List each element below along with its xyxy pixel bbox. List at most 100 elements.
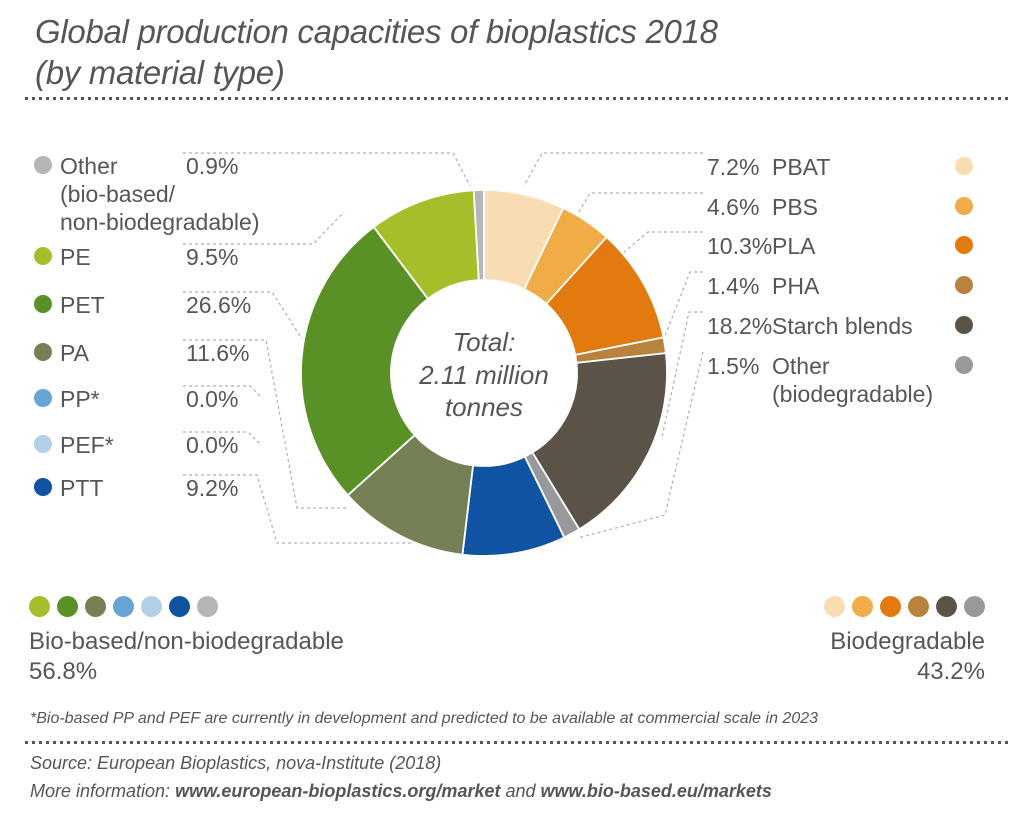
biodegradable-dot (852, 596, 873, 617)
legend-label: PBAT (772, 154, 831, 180)
biobased-dot (169, 596, 190, 617)
legend-value: 10.3% (707, 233, 773, 259)
biodegradable-dot (824, 596, 845, 617)
slice-starch-blends (531, 352, 668, 531)
legend-dot-other (34, 156, 52, 174)
legend-dot-pp (34, 389, 52, 407)
legend-label: PP* (60, 386, 100, 412)
leader-line-2 (183, 291, 303, 340)
legend-sublabel-line: non-biodegradable) (60, 209, 260, 235)
legend-value: 9.5% (186, 244, 239, 270)
legend-item-pp: PP* 0.0% (34, 385, 334, 415)
legend-item-starch-blends: Starch blends 18.2% (707, 312, 1007, 342)
legend-sublabel-line: (bio-based/ (60, 181, 176, 207)
link-european-bioplastics[interactable]: www.european-bioplastics.org/market (175, 781, 501, 801)
link-bio-based[interactable]: www.bio-based.eu/markets (540, 781, 772, 801)
legend-item-other: Other 0.9% (bio-based/non-biodegradable) (34, 152, 334, 235)
page-title-line1: Global production capacities of bioplast… (35, 13, 718, 50)
legend-value: 0.9% (186, 153, 239, 179)
legend-label: PLA (772, 233, 816, 259)
legend-dot-ptt (34, 478, 52, 496)
slice-pet (300, 226, 429, 497)
legend-item-pa: PA 11.6% (34, 339, 334, 369)
total-label-line1: Total: (452, 327, 516, 357)
biobased-dot (197, 596, 218, 617)
legend-item-ptt: PTT 9.2% (34, 474, 334, 504)
legend-value: 1.4% (707, 273, 760, 299)
summary-biodegradable-label: Biodegradable (830, 628, 985, 655)
more-info-line: More information: www.european-bioplasti… (30, 781, 772, 802)
legend-item-pet: PET 26.6% (34, 291, 334, 321)
leader-line-4 (183, 385, 263, 399)
title-divider-dotted (25, 97, 1010, 100)
leader-lines (183, 152, 704, 544)
legend-item-pla: PLA 10.3% (707, 232, 1007, 262)
legend-dot-pbs (955, 197, 973, 215)
legend-dot-pla (955, 236, 973, 254)
page-title: Global production capacities of bioplast… (35, 12, 718, 93)
summary-biobased-value: 56.8% (29, 658, 98, 685)
biodegradable-dot (880, 596, 901, 617)
biobased-dot (85, 596, 106, 617)
legend-label: PE (60, 244, 91, 270)
legend-item-pbat: PBAT 7.2% (707, 153, 1007, 183)
legend-label: PTT (60, 475, 104, 501)
legend-dot-pef (34, 435, 52, 453)
legend-sublabel: (biodegradable) (772, 380, 933, 408)
legend-label: PEF* (60, 432, 114, 458)
summary-biodegradable-dots (824, 596, 985, 617)
legend-value: 4.6% (707, 194, 760, 220)
biobased-dot (141, 596, 162, 617)
summary-biobased: Bio-based/non-biodegradable 56.8% (29, 596, 344, 686)
legend-dot-pbat (955, 157, 973, 175)
leader-line-8 (574, 192, 703, 220)
total-label-line3: tonnes (444, 392, 524, 422)
slice-other-bio-based-non-biodegradable (472, 189, 485, 282)
total-label-line2: 2.11 million (419, 359, 549, 390)
legend-dot-starch-blends (955, 316, 973, 334)
legend-item-other: Other 1.5% (biodegradable) (707, 352, 1007, 407)
biodegradable-dot (908, 596, 929, 617)
center-total-label: Total: 2.11 million tonnes (374, 326, 594, 424)
leader-line-7 (523, 152, 703, 187)
legend-item-pef: PEF* 0.0% (34, 431, 334, 461)
footer-divider-dotted (25, 741, 1010, 744)
legend-dot-pe (34, 247, 52, 265)
legend-dot-pa (34, 343, 52, 361)
summary-biodegradable-value: 43.2% (916, 658, 985, 685)
legend-item-pe: PE 9.5% (34, 243, 334, 273)
legend-label: PET (60, 292, 105, 318)
legend-value: 0.0% (186, 432, 239, 458)
summary-biodegradable: Biodegradable 43.2% (824, 596, 985, 686)
legend-item-pbs: PBS 4.6% (707, 193, 1007, 223)
donut-slices (300, 189, 668, 557)
summary-biobased-label: Bio-based/non-biodegradable (29, 628, 344, 655)
legend-dot-pha (955, 276, 973, 294)
leader-line-6 (183, 474, 414, 544)
legend-label: PA (60, 340, 89, 366)
legend-item-pha: PHA 1.4% (707, 272, 1007, 302)
footnote: *Bio-based PP and PEF are currently in d… (30, 710, 819, 727)
leader-line-0 (183, 152, 471, 187)
biobased-dot (57, 596, 78, 617)
legend-sublabel: (bio-based/non-biodegradable) (60, 180, 260, 236)
legend-label: PHA (772, 273, 820, 299)
leader-line-1 (183, 211, 345, 245)
leader-line-3 (183, 339, 346, 509)
legend-dot-other (955, 356, 973, 374)
legend-value: 1.5% (707, 353, 760, 379)
legend-value: 26.6% (186, 292, 252, 318)
leader-line-9 (623, 231, 703, 253)
more-info-separator: and (500, 781, 541, 801)
legend-value: 18.2% (707, 313, 773, 339)
biodegradable-dot (936, 596, 957, 617)
legend-value: 11.6% (186, 340, 250, 366)
legend-dot-pet (34, 295, 52, 313)
legend-label: Other (772, 353, 830, 379)
leader-line-11 (661, 311, 703, 438)
leader-line-12 (577, 351, 704, 539)
legend-value: 9.2% (186, 475, 239, 501)
legend-value: 0.0% (186, 386, 239, 412)
